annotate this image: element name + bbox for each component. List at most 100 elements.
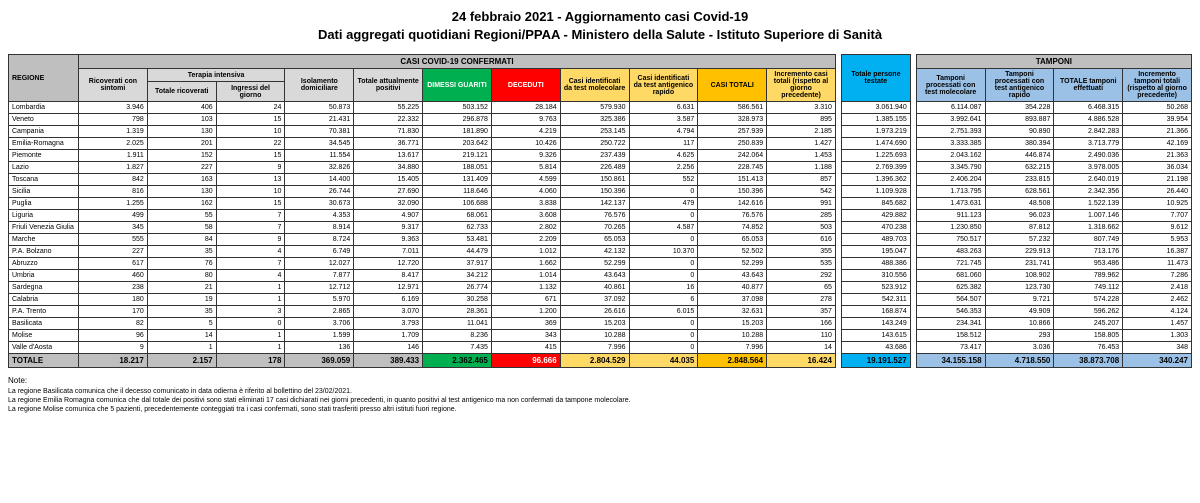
notes: Note: La regione Basilicata comunica che…: [8, 376, 1192, 414]
cell-ric: 82: [79, 318, 148, 330]
cell-iso: 6.749: [285, 246, 354, 258]
cell-persone: 470.238: [841, 222, 910, 234]
cell-guar: 53.481: [423, 234, 492, 246]
cell-tiIng: 4: [216, 270, 285, 282]
cell-tiIng: 9: [216, 162, 285, 174]
cell-persone: 429.882: [841, 210, 910, 222]
cell-persone: 1.225.693: [841, 150, 910, 162]
cell-iso: 8.914: [285, 222, 354, 234]
cell-ciMol: 226.489: [560, 162, 629, 174]
cell-ric: 345: [79, 222, 148, 234]
cell-region: Toscana: [9, 174, 79, 186]
cell-ric: 617: [79, 258, 148, 270]
cell-ciAnt: 0: [629, 270, 698, 282]
table-row: Lombardia3.9464062450.87355.225503.15228…: [9, 102, 1192, 114]
cell-incCasi: 503: [767, 222, 836, 234]
cell-incCasi: 535: [767, 258, 836, 270]
cell-tMol: 3.992.641: [916, 114, 985, 126]
cell-tiTot: 58: [147, 222, 216, 234]
cell-pos: 55.225: [354, 102, 423, 114]
cell-ric: 816: [79, 186, 148, 198]
cell-guar: 188.051: [423, 162, 492, 174]
cell-tiIng: 7: [216, 222, 285, 234]
cell-region: Lombardia: [9, 102, 79, 114]
cell-ric: 842: [79, 174, 148, 186]
cell-tAnt: 3.036: [985, 342, 1054, 354]
cell-incTamp: 2.418: [1123, 282, 1192, 294]
cell-ciMol: 37.092: [560, 294, 629, 306]
cell-ciAnt: 117: [629, 138, 698, 150]
cell-casiTot: 37.098: [698, 294, 767, 306]
cell-guar: 296.878: [423, 114, 492, 126]
cell-ciAnt: 0: [629, 234, 698, 246]
cell-ciAnt: 3.587: [629, 114, 698, 126]
cell-incCasi: 991: [767, 198, 836, 210]
cell-tiIng: 13: [216, 174, 285, 186]
cell-incTamp: 50.268: [1123, 102, 1192, 114]
cell-ric: 170: [79, 306, 148, 318]
cell-dec: 343: [491, 330, 560, 342]
cell-tiIng: 9: [216, 234, 285, 246]
cell-tiIng: 178: [216, 354, 285, 368]
cell-tiTot: 35: [147, 246, 216, 258]
cell-ric: 1.911: [79, 150, 148, 162]
cell-tAnt: 446.874: [985, 150, 1054, 162]
cell-pos: 9.363: [354, 234, 423, 246]
cell-ciAnt: 6.015: [629, 306, 698, 318]
cell-persone: 143.615: [841, 330, 910, 342]
cell-region: Sicilia: [9, 186, 79, 198]
cell-guar: 8.236: [423, 330, 492, 342]
cell-iso: 21.431: [285, 114, 354, 126]
cell-pos: 389.433: [354, 354, 423, 368]
cell-dec: 10.426: [491, 138, 560, 150]
cell-ciAnt: 0: [629, 318, 698, 330]
cell-persone: 523.912: [841, 282, 910, 294]
cell-tiTot: 152: [147, 150, 216, 162]
cell-guar: 11.041: [423, 318, 492, 330]
cell-region: Sardegna: [9, 282, 79, 294]
cell-casiTot: 52.299: [698, 258, 767, 270]
cell-tiTot: 163: [147, 174, 216, 186]
cell-incTamp: 42.169: [1123, 138, 1192, 150]
cell-iso: 1.599: [285, 330, 354, 342]
cell-ric: 2.025: [79, 138, 148, 150]
table-row: P.A. Bolzano2273546.7497.01144.4791.0124…: [9, 246, 1192, 258]
cell-tTot: 2.342.356: [1054, 186, 1123, 198]
cell-tiTot: 35: [147, 306, 216, 318]
cell-incTamp: 5.953: [1123, 234, 1192, 246]
cell-ciAnt: 0: [629, 330, 698, 342]
col-persone: Totale persone testate: [841, 55, 910, 102]
cell-dec: 2.209: [491, 234, 560, 246]
cell-casiTot: 586.561: [698, 102, 767, 114]
note-line: La regione Basilicata comunica che il de…: [8, 387, 1192, 396]
grp-terapia: Terapia intensiva: [147, 69, 285, 82]
cell-region: Emilia-Romagna: [9, 138, 79, 150]
cell-dec: 1.132: [491, 282, 560, 294]
cell-persone: 143.249: [841, 318, 910, 330]
cell-ciMol: 70.265: [560, 222, 629, 234]
cell-pos: 15.405: [354, 174, 423, 186]
cell-tAnt: 108.902: [985, 270, 1054, 282]
cell-ric: 180: [79, 294, 148, 306]
cell-tiTot: 19: [147, 294, 216, 306]
cell-tAnt: 9.721: [985, 294, 1054, 306]
cell-tiIng: 24: [216, 102, 285, 114]
cell-ric: 18.217: [79, 354, 148, 368]
cell-iso: 32.826: [285, 162, 354, 174]
cell-iso: 34.545: [285, 138, 354, 150]
cell-persone: 1.385.155: [841, 114, 910, 126]
cell-tMol: 1.230.850: [916, 222, 985, 234]
cell-iso: 5.970: [285, 294, 354, 306]
cell-tTot: 158.805: [1054, 330, 1123, 342]
cell-pos: 13.617: [354, 150, 423, 162]
cell-pos: 12.971: [354, 282, 423, 294]
cell-incCasi: 357: [767, 306, 836, 318]
cell-dec: 2.802: [491, 222, 560, 234]
cell-tAnt: 233.815: [985, 174, 1054, 186]
cell-pos: 3.070: [354, 306, 423, 318]
cell-dec: 9.763: [491, 114, 560, 126]
cell-tiTot: 103: [147, 114, 216, 126]
cell-ciAnt: 479: [629, 198, 698, 210]
cell-ric: 227: [79, 246, 148, 258]
cell-pos: 71.830: [354, 126, 423, 138]
